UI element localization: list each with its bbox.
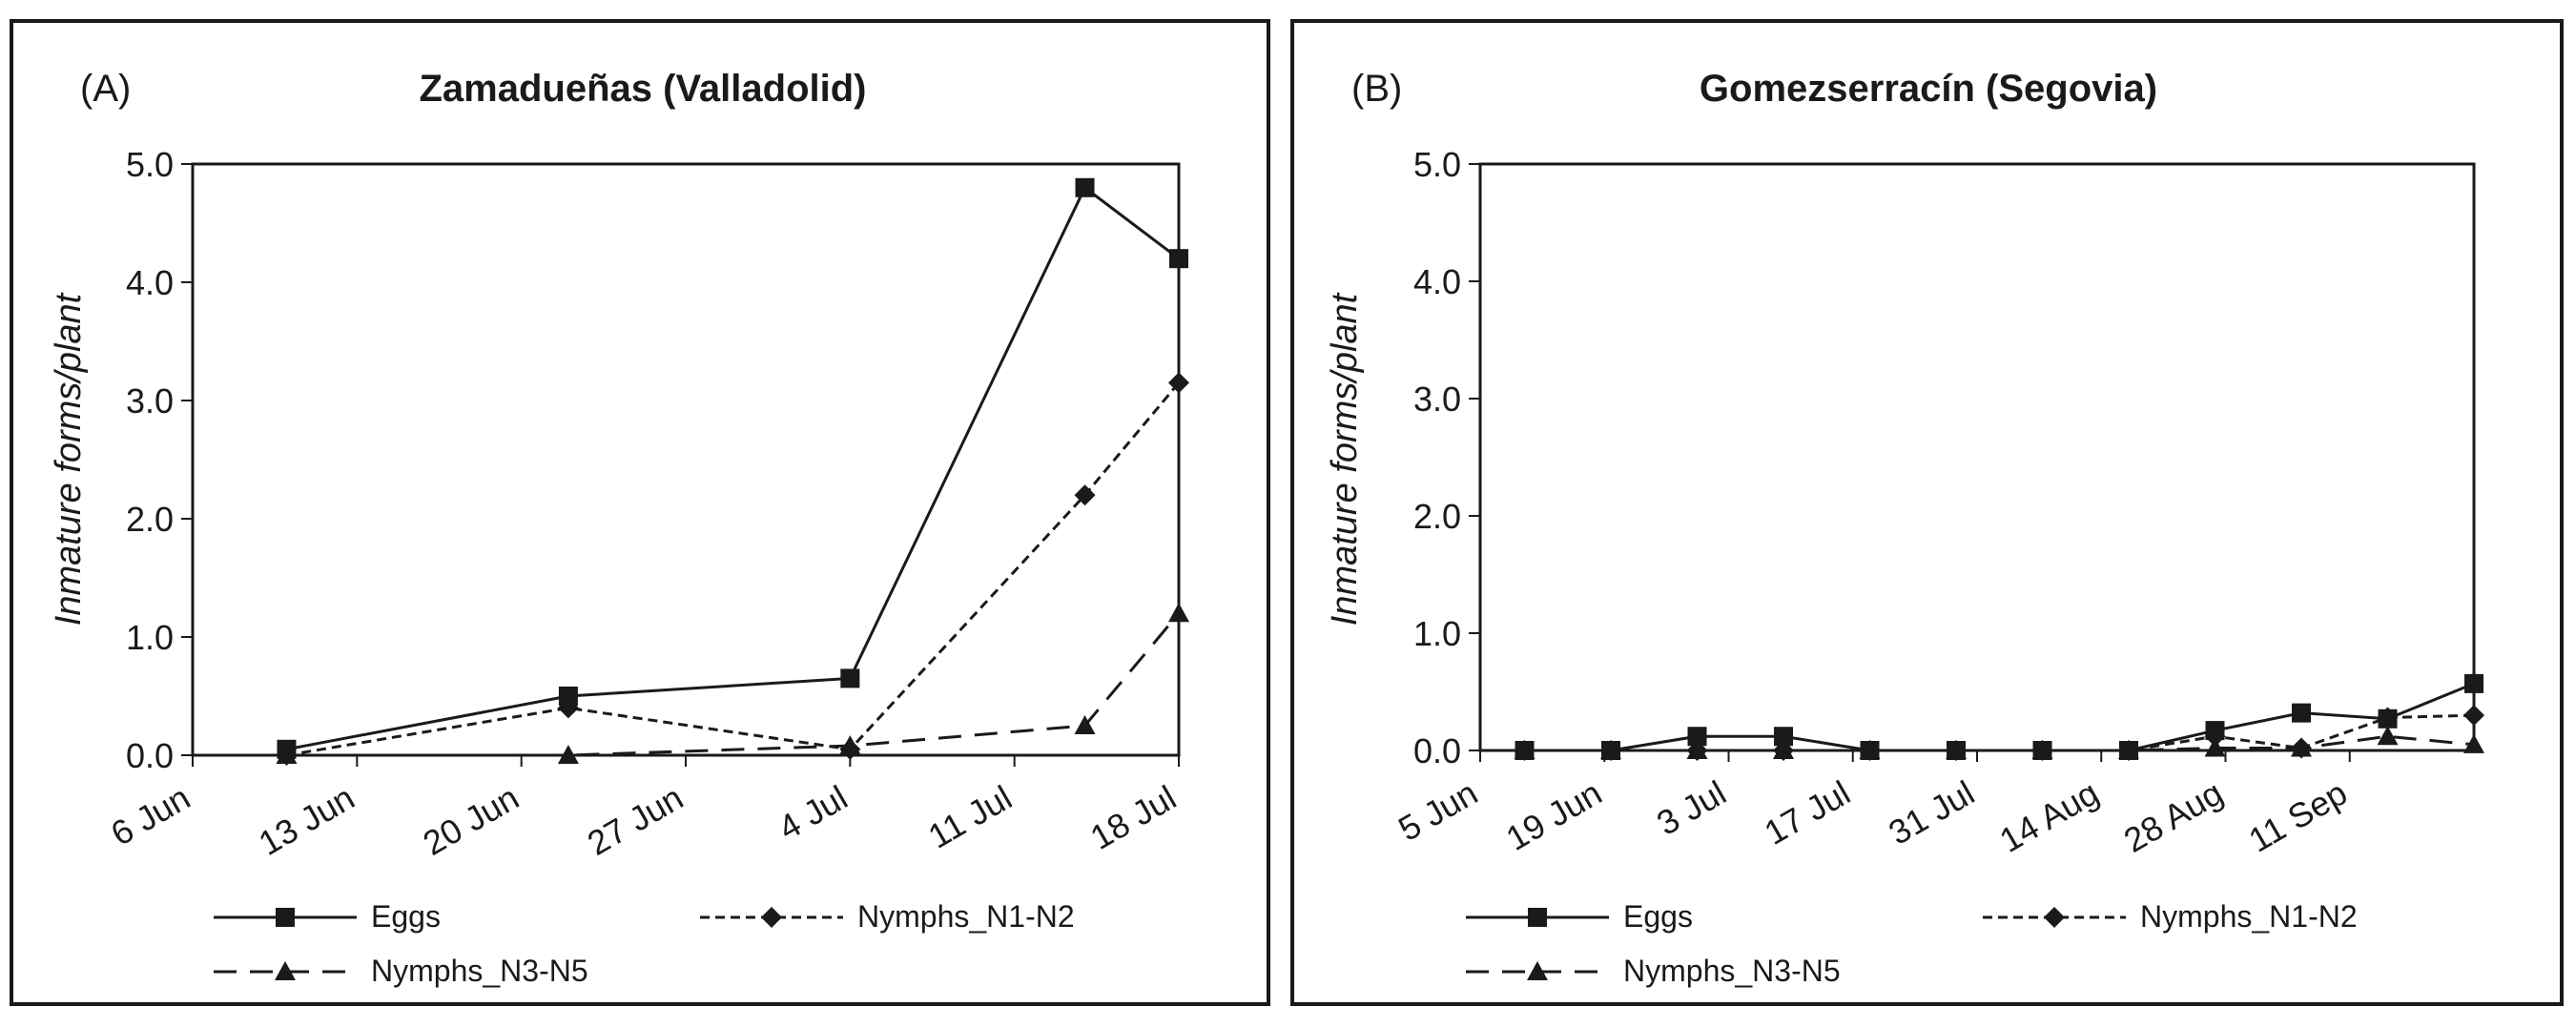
- legend-marker: [276, 908, 295, 927]
- data-point: [558, 687, 578, 706]
- data-point: [2291, 737, 2313, 757]
- x-tick-label: 17 Jul: [1758, 772, 1857, 852]
- legend-label: Nymphs_N1-N2: [2140, 899, 2358, 934]
- x-tick-label: 4 Jul: [772, 777, 854, 848]
- legend-label: Nymphs_N3-N5: [1623, 954, 1841, 988]
- x-tick-label: 11 Jul: [921, 777, 1018, 855]
- chart-panel-b: (B) Gomezserracín (Segovia) Inmature forms…: [1290, 19, 2564, 1006]
- legend-marker: [275, 961, 296, 980]
- legend-item: Nymphs_N3-N5: [1466, 954, 1841, 988]
- x-tick-label: 11 Sep: [2242, 772, 2354, 859]
- data-point: [1859, 740, 1881, 759]
- series-line: [286, 381, 1181, 757]
- x-tick-label: 31 Jul: [1882, 772, 1981, 852]
- legend-item: Nymphs_N1-N2: [700, 899, 1075, 934]
- legend-marker: [1527, 961, 1548, 980]
- data-point: [1774, 727, 1794, 747]
- data-point: [1773, 740, 1795, 759]
- data-point: [2292, 703, 2312, 723]
- data-point: [2463, 705, 2484, 727]
- data-point: [1075, 177, 1095, 197]
- legend-item: Nymphs_N3-N5: [214, 954, 588, 988]
- series-line: [1524, 734, 2475, 752]
- y-tick-label: 1.0: [126, 618, 174, 657]
- y-tick-label: 1.0: [1413, 614, 1461, 653]
- data-point: [557, 697, 579, 719]
- x-tick-label: 19 Jun: [1499, 772, 1608, 858]
- legend-label: Eggs: [371, 899, 441, 934]
- series-nymphs-n3-n5: [276, 603, 1189, 764]
- y-tick-label: 2.0: [1413, 497, 1461, 536]
- legend-item: Eggs: [214, 899, 441, 934]
- y-tick-label: 4.0: [1413, 262, 1461, 301]
- data-point: [1168, 603, 1189, 623]
- series-line: [1524, 682, 2475, 752]
- x-tick-label: 28 Aug: [2117, 772, 2230, 860]
- legend-label: Nymphs_N3-N5: [371, 954, 588, 988]
- legend-item: Nymphs_N1-N2: [1983, 899, 2358, 934]
- data-point: [276, 745, 298, 764]
- chart-title: Gomezserracín (Segovia): [1700, 68, 2157, 110]
- series-eggs: [277, 177, 1188, 759]
- y-axis-label: Inmature forms/plant: [49, 292, 89, 626]
- x-tick-label: 3 Jul: [1650, 772, 1732, 843]
- data-point: [2204, 737, 2226, 757]
- data-point: [2377, 707, 2399, 729]
- data-point: [1946, 740, 1968, 759]
- data-point: [840, 668, 860, 688]
- series-nymphs-n1-n2: [1514, 705, 2484, 761]
- x-tick-label: 6 Jun: [104, 777, 196, 853]
- data-point: [2377, 726, 2399, 746]
- legend-marker: [2044, 907, 2065, 928]
- y-tick-label: 3.0: [1413, 380, 1461, 419]
- legend-label: Eggs: [1623, 899, 1693, 934]
- legend-marker: [761, 907, 782, 928]
- panel-label: (A): [80, 68, 131, 110]
- x-tick-label: 27 Jun: [581, 777, 690, 863]
- y-tick-label: 5.0: [126, 145, 174, 184]
- x-tick-label: 5 Jun: [1391, 772, 1484, 849]
- series-line: [286, 185, 1180, 751]
- legend-marker: [1528, 908, 1547, 927]
- x-tick-label: 14 Aug: [1993, 772, 2106, 860]
- plot-area: [1478, 162, 2476, 752]
- data-point: [1600, 740, 1622, 759]
- data-point: [557, 745, 579, 764]
- data-point: [2463, 733, 2484, 753]
- chart-a: (A) Zamadueñas (Valladolid) Inmature forms…: [49, 68, 1189, 988]
- data-point: [1514, 740, 1535, 759]
- x-tick-label: 13 Jun: [252, 777, 361, 863]
- plot-area: [191, 162, 1181, 757]
- series-nymphs-n3-n5: [1514, 726, 2484, 759]
- legend-label: Nymphs_N1-N2: [857, 899, 1075, 934]
- series-eggs: [1515, 673, 2483, 760]
- legend-item: Eggs: [1466, 899, 1693, 934]
- data-point: [1074, 715, 1096, 734]
- data-point: [1169, 249, 1188, 269]
- data-point: [1686, 740, 1708, 759]
- chart-panel-a: (A) Zamadueñas (Valladolid) Inmature forms…: [10, 19, 1270, 1006]
- data-point: [2204, 726, 2226, 748]
- data-point: [839, 735, 861, 755]
- chart-b: (B) Gomezserracín (Segovia) Inmature forms…: [1325, 68, 2484, 988]
- series-nymphs-n1-n2: [276, 372, 1189, 766]
- data-point: [1687, 727, 1707, 747]
- panel-label: (B): [1351, 68, 1402, 110]
- data-point: [1168, 372, 1189, 394]
- data-point: [2118, 740, 2140, 759]
- y-tick-label: 0.0: [126, 736, 174, 775]
- data-point: [2464, 673, 2483, 693]
- x-tick-label: 18 Jul: [1083, 777, 1183, 857]
- y-axis-label: Inmature forms/plant: [1325, 292, 1365, 626]
- y-tick-label: 4.0: [126, 263, 174, 302]
- data-point: [1074, 484, 1096, 506]
- y-tick-label: 0.0: [1413, 731, 1461, 770]
- chart-title: Zamadueñas (Valladolid): [419, 68, 866, 110]
- data-point: [2031, 740, 2053, 759]
- y-tick-label: 2.0: [126, 500, 174, 539]
- series-line: [286, 612, 1181, 757]
- y-tick-label: 3.0: [126, 381, 174, 421]
- y-tick-label: 5.0: [1413, 145, 1461, 184]
- x-tick-label: 20 Jun: [417, 777, 526, 863]
